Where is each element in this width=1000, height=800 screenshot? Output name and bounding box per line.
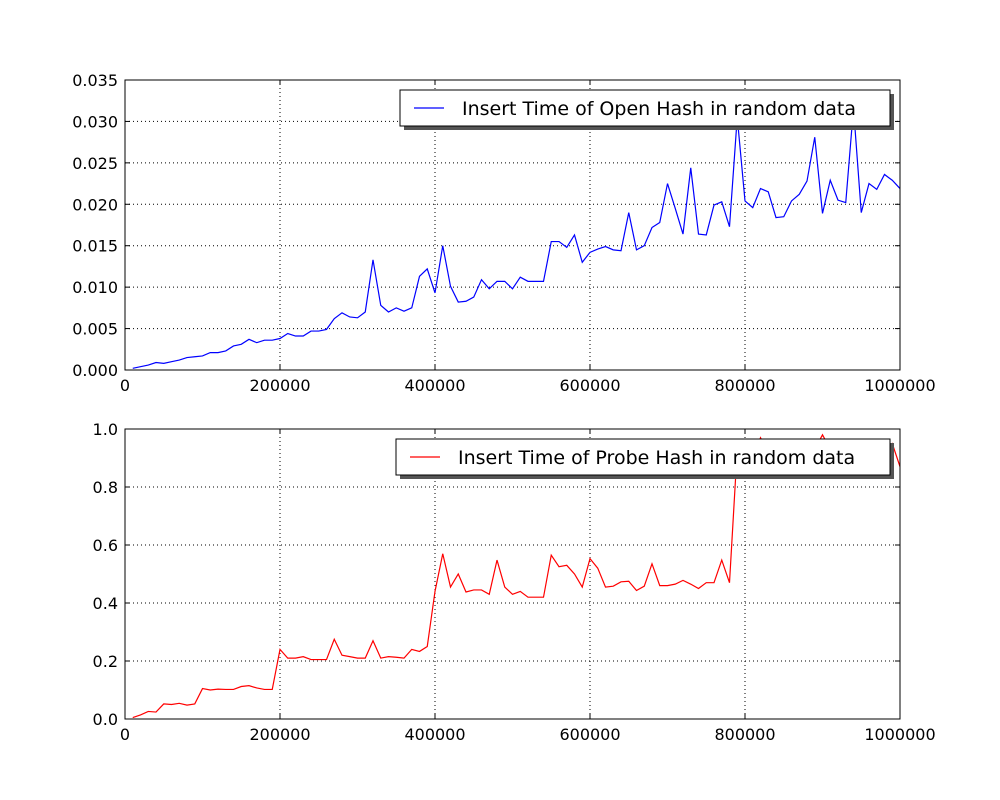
top-x-tick-label: 400000 <box>404 376 465 395</box>
top-x-tick-label: 0 <box>120 376 130 395</box>
top-y-tick-label: 0.025 <box>72 154 118 173</box>
top-y-tick-label: 0.000 <box>72 361 118 380</box>
top-y-tick-label: 0.005 <box>72 320 118 339</box>
top-plot: 0 200000 400000 600000 800000 1000000 0.000 0.0… <box>72 71 935 395</box>
top-axes-frame <box>124 79 901 371</box>
bottom-axes-frame <box>124 428 901 720</box>
bottom-y-tick-label: 0.2 <box>93 652 118 671</box>
top-y-tick-label: 0.035 <box>72 71 118 90</box>
top-x-tick-label: 600000 <box>559 376 620 395</box>
bottom-y-tick-label: 0.6 <box>93 536 118 555</box>
top-y-tick-label: 0.030 <box>72 112 118 131</box>
top-legend: Insert Time of Open Hash in random data <box>399 89 894 130</box>
bottom-x-tick-label: 800000 <box>714 725 775 744</box>
top-legend-box <box>399 89 891 127</box>
top-y-tick-label: 0.015 <box>72 237 118 256</box>
bottom-x-tick-label: 600000 <box>559 725 620 744</box>
top-series-line-0 <box>132 108 900 369</box>
bottom-y-tick-label: 0.4 <box>93 594 118 613</box>
bottom-legend: Insert Time of Probe Hash in random data <box>395 438 894 479</box>
bottom-x-tick-label: 1000000 <box>864 725 935 744</box>
top-x-tick-label: 1000000 <box>864 376 935 395</box>
top-y-tick-label: 0.020 <box>72 195 118 214</box>
top-legend-label: Insert Time of Open Hash in random data <box>462 98 856 120</box>
top-x-tick-label: 800000 <box>714 376 775 395</box>
bottom-legend-label: Insert Time of Probe Hash in random data <box>458 447 855 469</box>
bottom-legend-box <box>395 438 891 476</box>
bottom-y-tick-label: 1.0 <box>93 420 118 439</box>
top-x-tick-label: 200000 <box>249 376 310 395</box>
bottom-y-tick-label: 0.8 <box>93 478 118 497</box>
bottom-x-tick-label: 0 <box>120 725 130 744</box>
bottom-y-tick-label: 0.0 <box>93 710 118 729</box>
bottom-plot: 0 200000 400000 600000 800000 1000000 0.0 0.2 0.… <box>93 420 936 744</box>
top-y-tick-label: 0.010 <box>72 278 118 297</box>
bottom-x-tick-label: 400000 <box>404 725 465 744</box>
bottom-x-tick-label: 200000 <box>249 725 310 744</box>
